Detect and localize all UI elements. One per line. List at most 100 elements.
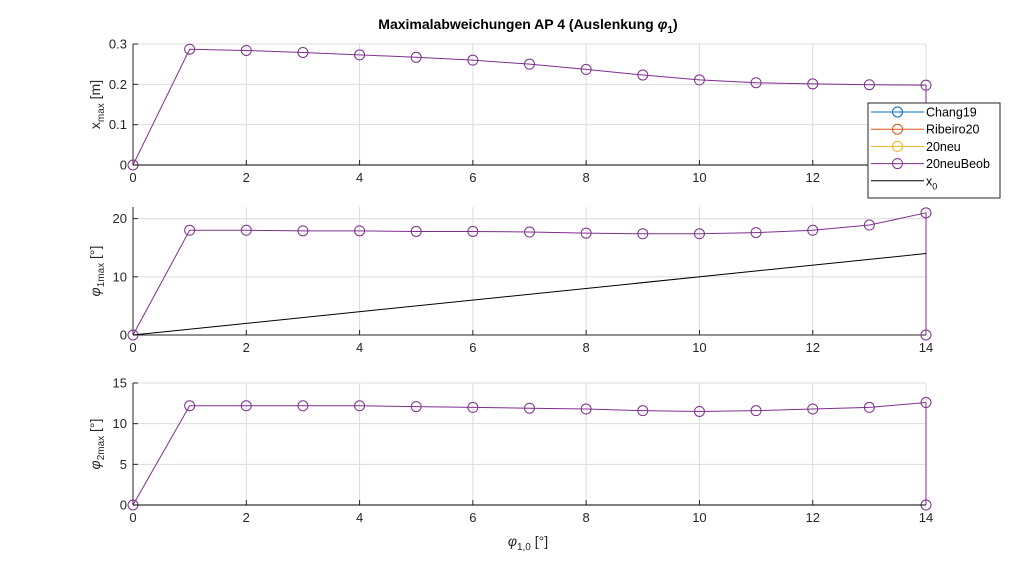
y-tick-label: 0 [120, 158, 127, 173]
data-point-20neuBeob [297, 225, 309, 237]
legend-label: 20neuBeob [926, 157, 990, 171]
data-point-20neuBeob [467, 401, 479, 413]
data-point-20neuBeob [580, 63, 592, 75]
plot-area [133, 44, 926, 165]
data-point-20neuBeob [524, 402, 535, 414]
x-tick-label: 0 [129, 170, 136, 185]
x-tick-label: 8 [583, 170, 590, 185]
data-point-20neuBeob [750, 405, 762, 417]
legend-item-Ribeiro20: Ribeiro20 [871, 123, 980, 137]
subplot-3: 0 2 4 6 8 10 12 14 0 5 10 15 φ2max [°] [87, 376, 933, 526]
data-point-20neuBeob [467, 225, 479, 237]
data-point-20neuBeob [354, 400, 366, 412]
subplots: 0 2 4 6 8 10 12 14 0 0.1 0.2 0.3 xmax [m] 0 2 4 6 8 10 12 14… [87, 37, 933, 526]
x-tick-label: 14 [919, 510, 933, 525]
legend-box [867, 102, 1001, 199]
data-point-20neuBeob [920, 329, 932, 341]
legend-label: 20neu [926, 140, 961, 154]
series-line-20neuBeob [132, 48, 927, 166]
data-point-20neuBeob [693, 405, 705, 417]
legend-label: Chang19 [926, 106, 977, 120]
x-tick-label: 2 [243, 170, 250, 185]
x-tick-label: 4 [356, 170, 363, 185]
x-tick-label: 14 [919, 340, 933, 355]
x-tick-label: 12 [805, 510, 819, 525]
legend-item-Chang19: Chang19 [871, 106, 977, 120]
x-tick-label: 12 [805, 340, 819, 355]
series-line-20neuBeob [132, 212, 927, 336]
data-point-20neuBeob [297, 400, 309, 412]
chart-title: Maximalabweichungen AP 4 (Auslenkung φ1) [378, 16, 677, 36]
y-tick-label: 0 [120, 498, 127, 513]
y-tick-label: 10 [113, 416, 127, 431]
x-tick-label: 6 [469, 340, 476, 355]
x-tick-label: 4 [356, 340, 363, 355]
data-point-20neuBeob [637, 405, 649, 417]
x-tick-label: 10 [692, 510, 706, 525]
y-tick-label: 10 [113, 269, 127, 284]
data-point-20neuBeob [863, 219, 875, 231]
data-point-20neuBeob [750, 77, 762, 89]
data-point-20neuBeob [524, 226, 535, 238]
x-tick-label: 2 [243, 340, 250, 355]
data-point-20neuBeob [410, 401, 422, 413]
data-point-20neuBeob [580, 403, 592, 415]
x-tick-label: 8 [583, 340, 590, 355]
data-point-20neuBeob [693, 74, 705, 86]
x-tick-label: 10 [692, 170, 706, 185]
data-point-20neuBeob [240, 44, 252, 56]
y-axis-label: φ1max [°] [87, 246, 107, 297]
data-point-20neuBeob [410, 51, 422, 63]
data-point-20neuBeob [807, 403, 819, 415]
data-point-20neuBeob [524, 58, 535, 70]
data-point-20neuBeob [354, 49, 366, 61]
legend-item-20neuBeob: 20neuBeob [871, 157, 990, 171]
data-point-20neuBeob [750, 227, 762, 239]
x-tick-label: 6 [469, 510, 476, 525]
data-point-20neuBeob [920, 207, 932, 219]
legend: Chang19 Ribeiro20 20neu 20neuBeob x0 [867, 102, 1001, 199]
x-tick-label: 0 [129, 510, 136, 525]
data-point-20neuBeob [637, 69, 649, 81]
legend-marker [892, 158, 903, 170]
y-tick-label: 5 [120, 457, 127, 472]
data-point-20neuBeob [863, 401, 875, 413]
data-point-20neuBeob [240, 224, 252, 236]
data-point-20neuBeob [920, 397, 932, 409]
data-point-20neuBeob [184, 224, 196, 236]
data-point-20neuBeob [240, 400, 252, 412]
y-tick-label: 0.1 [109, 117, 127, 132]
y-tick-label: 0.3 [109, 37, 127, 52]
data-point-20neuBeob [410, 225, 422, 237]
legend-item-x0: x0 [871, 174, 937, 191]
data-point-20neuBeob [637, 228, 649, 240]
legend-marker [892, 123, 903, 135]
data-point-20neuBeob [467, 54, 479, 66]
x-tick-label: 12 [805, 170, 819, 185]
data-point-20neuBeob [184, 43, 196, 55]
data-point-20neuBeob [127, 329, 139, 341]
data-point-20neuBeob [807, 78, 819, 90]
y-axis-label: xmax [m] [87, 80, 107, 129]
plot-area [133, 207, 926, 335]
data-point-20neuBeob [580, 227, 592, 239]
data-point-20neuBeob [693, 228, 705, 240]
subplot-2: 0 2 4 6 8 10 12 14 0 10 20 φ1max [°] [87, 207, 933, 355]
legend-marker [892, 106, 903, 118]
x-axis-label: φ1,0 [°] [508, 533, 548, 553]
legend-label: Ribeiro20 [926, 123, 980, 137]
data-point-20neuBeob [297, 46, 309, 58]
series-line-20neuBeob [132, 401, 927, 506]
data-point-20neuBeob [863, 79, 875, 91]
data-point-20neuBeob [354, 225, 366, 237]
x-tick-label: 2 [243, 510, 250, 525]
y-tick-label: 0 [120, 328, 127, 343]
series-line-x0 [132, 253, 927, 336]
x-tick-label: 4 [356, 510, 363, 525]
y-tick-label: 15 [113, 376, 127, 391]
legend-item-20neu: 20neu [871, 140, 961, 154]
data-point-20neuBeob [920, 79, 932, 91]
data-point-20neuBeob [807, 224, 819, 236]
plot-area [133, 383, 926, 505]
